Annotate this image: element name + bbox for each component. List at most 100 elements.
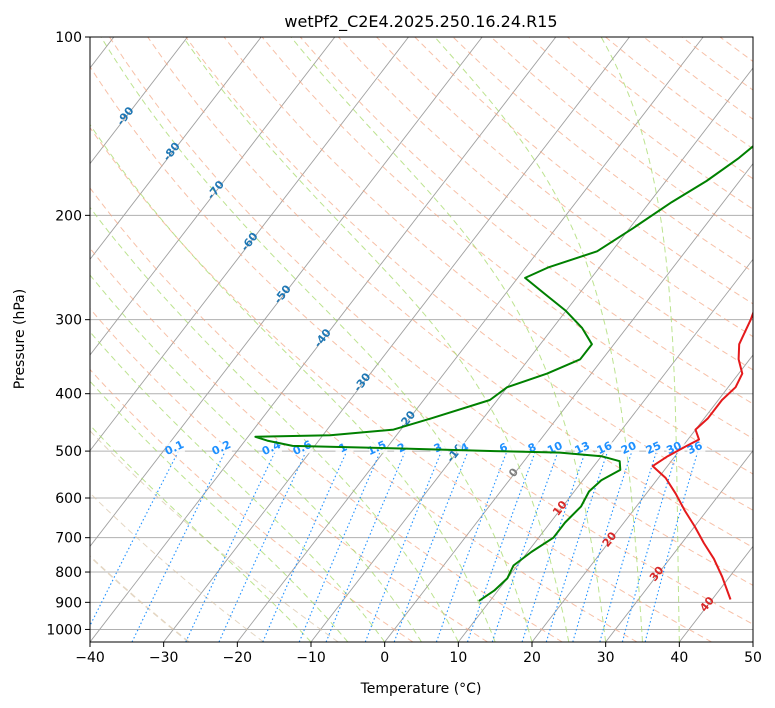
skewed-isotherm-grid xyxy=(90,37,753,642)
chart-title: wetPf2_C2E4.2025.250.16.24.R15 xyxy=(284,12,557,32)
isotherm-gridline xyxy=(90,37,336,356)
y-tick-label: 600 xyxy=(55,491,82,507)
temperature-profile-line xyxy=(651,310,753,600)
profiles xyxy=(254,145,753,602)
dry-adiabat-line xyxy=(299,37,753,405)
dry-adiabat-line xyxy=(90,430,339,642)
isotherm-gridline xyxy=(236,37,704,642)
mixing-ratio-label-bg xyxy=(524,442,543,454)
moist-adiabat-line xyxy=(434,37,643,642)
y-axis-title: Pressure (hPa) xyxy=(12,289,28,389)
moist-adiabat-line xyxy=(182,37,570,642)
y-tick-label: 100 xyxy=(55,30,82,46)
x-tick-label: −10 xyxy=(296,650,326,666)
mixing-ratio-label: 13 xyxy=(573,439,592,457)
moist-adiabat-line xyxy=(600,37,680,642)
mixing-ratio-line xyxy=(521,450,587,642)
isotherm-gridline xyxy=(90,37,557,642)
dry-adiabat-line xyxy=(90,368,414,642)
isotherm-gridline xyxy=(457,258,753,642)
mixing-ratio-line xyxy=(599,450,658,642)
y-axis: 100 200 300 400 500 600 700 800 900 1000 xyxy=(46,30,90,638)
plot-frame xyxy=(89,36,754,643)
moist-adiabats xyxy=(90,37,680,642)
x-tick-label: −30 xyxy=(149,650,179,666)
isotherm-gridline xyxy=(90,37,188,165)
dry-adiabat-line xyxy=(90,307,488,642)
x-axis-title: Temperature (°C) xyxy=(360,681,482,697)
mixing-ratio-label-bg xyxy=(621,442,640,454)
x-tick-label: 20 xyxy=(523,650,541,666)
mixing-ratio-line xyxy=(435,450,508,642)
y-tick-label: 200 xyxy=(55,208,82,224)
moist-adiabat-line xyxy=(100,37,533,642)
mixing-ratio-label-bg xyxy=(496,442,515,454)
plot-area: -100-90-80-70-60-50-40-30-20-10010203040… xyxy=(90,37,753,642)
moist-adiabat-line xyxy=(90,123,496,642)
mixing-ratio-line xyxy=(364,450,443,642)
x-tick-label: 30 xyxy=(597,650,615,666)
mixing-ratio-line xyxy=(131,450,226,642)
dry-adiabat-line xyxy=(414,37,753,305)
mixing-ratio-line xyxy=(644,450,699,642)
moist-adiabat-line xyxy=(90,331,386,642)
x-tick-label: −20 xyxy=(223,650,253,666)
isotherm-gridline xyxy=(163,37,630,642)
dry-adiabat-line xyxy=(109,37,753,586)
x-tick-label: 0 xyxy=(380,650,389,666)
mixing-ratio-label-bg xyxy=(687,442,706,454)
y-tick-label: 800 xyxy=(55,565,82,581)
isotherm-gridline xyxy=(90,37,262,261)
x-tick-label: 40 xyxy=(670,650,688,666)
moist-adiabat-line xyxy=(90,424,312,642)
dry-adiabat-line xyxy=(185,37,753,511)
pressure-grid xyxy=(90,37,753,630)
y-tick-label: 700 xyxy=(55,531,82,547)
mixing-ratio-line xyxy=(572,450,633,642)
mixing-ratio-line xyxy=(545,450,609,642)
mixing-ratio-label-bg xyxy=(430,442,449,454)
mixing-ratio-line xyxy=(393,450,469,642)
mixing-ratio-line xyxy=(466,450,537,642)
mixing-ratio-label-bg xyxy=(596,442,615,454)
dry-adiabat-line xyxy=(376,37,753,338)
isotherm-gridline xyxy=(531,354,753,642)
dry-adiabat-line xyxy=(90,187,638,642)
mixing-ratio-line xyxy=(90,450,179,627)
mixing-ratio-label-bg xyxy=(574,442,593,454)
isotherm-gridline xyxy=(384,162,753,642)
x-tick-label: −40 xyxy=(75,650,105,666)
isotherm-gridline xyxy=(605,449,753,642)
isotherm-gridline xyxy=(90,37,483,548)
mixing-ratio-label: 25 xyxy=(644,439,663,457)
mixing-ratio-label-bg xyxy=(166,442,185,454)
mixing-ratio-lines xyxy=(90,450,699,642)
moist-adiabat-line xyxy=(290,37,607,642)
y-tick-label: 500 xyxy=(55,444,82,460)
mixing-ratio-line xyxy=(325,450,406,642)
dry-adiabat-line xyxy=(338,37,753,371)
dry-adiabat-line xyxy=(147,37,753,548)
x-axis: −40 −30 −20 −10 0 10 20 30 40 50 xyxy=(75,642,762,666)
y-tick-label: 300 xyxy=(55,313,82,329)
y-tick-label: 400 xyxy=(55,387,82,403)
x-tick-label: 50 xyxy=(744,650,762,666)
y-tick-label: 900 xyxy=(55,595,82,611)
dry-adiabat-line xyxy=(90,65,753,625)
isotherm-gridline xyxy=(90,37,409,452)
y-tick-label: 1000 xyxy=(46,622,82,638)
dry-adiabats xyxy=(90,37,753,642)
x-tick-label: 10 xyxy=(449,650,467,666)
mixing-ratio-label: 20 xyxy=(619,439,639,457)
dry-adiabat-line xyxy=(90,247,563,642)
mixing-ratio-label: 30 xyxy=(664,439,684,457)
mixing-ratio-label-bg xyxy=(666,442,685,454)
dry-adiabat-line xyxy=(90,126,712,642)
mixing-ratio-label-bg xyxy=(457,442,476,454)
mixing-ratio-line xyxy=(262,450,348,642)
mixing-ratio-label-bg xyxy=(213,442,232,454)
mixing-ratio-label-bg xyxy=(547,442,566,454)
moist-adiabat-line xyxy=(90,274,422,642)
mixing-ratio-label-bg xyxy=(294,442,313,454)
